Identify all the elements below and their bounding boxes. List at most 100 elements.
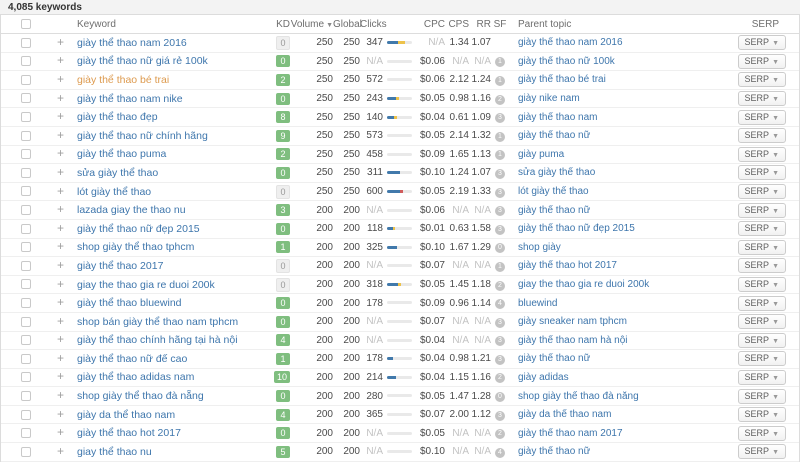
add-keyword-icon[interactable]: +: [57, 164, 65, 179]
column-header-sf[interactable]: SF: [493, 18, 507, 30]
parent-topic-link[interactable]: giày puma: [518, 148, 565, 160]
add-keyword-icon[interactable]: +: [57, 71, 65, 86]
add-keyword-icon[interactable]: +: [57, 127, 65, 142]
row-checkbox[interactable]: [21, 205, 31, 215]
parent-topic-link[interactable]: bluewind: [518, 297, 558, 309]
keyword-link[interactable]: giày thể thao bé trai: [77, 73, 170, 86]
keyword-link[interactable]: giày thể thao nữ chính hãng: [77, 129, 208, 142]
keyword-link[interactable]: giày thể thao nam 2016: [77, 36, 187, 49]
column-header-parent-topic[interactable]: Parent topic: [518, 18, 572, 30]
row-checkbox[interactable]: [21, 37, 31, 48]
column-header-rr[interactable]: RR: [476, 18, 491, 30]
parent-topic-link[interactable]: giày thể thao nam 2016: [518, 37, 623, 49]
row-checkbox[interactable]: [21, 428, 31, 439]
parent-topic-link[interactable]: giày thể thao nam 2017: [518, 427, 623, 439]
parent-topic-link[interactable]: giày da thể thao nam: [518, 409, 612, 421]
add-keyword-icon[interactable]: +: [57, 295, 65, 310]
add-keyword-icon[interactable]: +: [57, 388, 65, 403]
keyword-link[interactable]: giay the thao gia re duoi 200k: [77, 278, 215, 291]
serp-button[interactable]: SERP ▼: [737, 407, 786, 423]
keyword-link[interactable]: giày da thể thao nam: [77, 408, 176, 421]
column-header-volume[interactable]: Volume ▼: [290, 19, 333, 30]
keyword-link[interactable]: shop bán giày thể thao nam tphcm: [77, 315, 239, 328]
serp-button[interactable]: SERP ▼: [737, 35, 786, 51]
add-keyword-icon[interactable]: +: [57, 109, 65, 124]
serp-button[interactable]: SERP ▼: [737, 277, 786, 293]
keyword-link[interactable]: giày thể thao nữ đẹp 2015: [77, 222, 200, 235]
keyword-link[interactable]: sửa giày thể thao: [77, 166, 159, 179]
keyword-link[interactable]: giày thể thao puma: [77, 148, 167, 161]
row-checkbox[interactable]: [21, 56, 31, 67]
parent-topic-link[interactable]: giày thể thao bé trai: [518, 74, 606, 86]
row-checkbox[interactable]: [21, 353, 31, 364]
add-keyword-icon[interactable]: +: [57, 53, 65, 68]
add-keyword-icon[interactable]: +: [57, 425, 65, 440]
keyword-link[interactable]: shop giày thể thao đà nẵng: [77, 390, 204, 403]
serp-button[interactable]: SERP ▼: [737, 425, 786, 441]
serp-button[interactable]: SERP ▼: [737, 388, 786, 404]
parent-topic-link[interactable]: giày thể thao hot 2017: [518, 260, 617, 272]
row-checkbox[interactable]: [21, 260, 31, 271]
keyword-link[interactable]: giày thể thao hot 2017: [77, 427, 181, 440]
row-checkbox[interactable]: [21, 223, 31, 234]
serp-button[interactable]: SERP ▼: [737, 258, 786, 274]
serp-button[interactable]: SERP ▼: [737, 184, 786, 200]
add-keyword-icon[interactable]: +: [57, 220, 65, 235]
parent-topic-link[interactable]: giày thể thao nữ: [518, 204, 591, 216]
select-all-checkbox[interactable]: [21, 18, 31, 29]
row-checkbox[interactable]: [21, 167, 31, 178]
add-keyword-icon[interactable]: +: [57, 146, 65, 161]
parent-topic-link[interactable]: giày thể thao nữ 100k: [518, 55, 615, 67]
serp-button[interactable]: SERP ▼: [737, 221, 786, 237]
serp-button[interactable]: SERP ▼: [737, 91, 786, 107]
serp-button[interactable]: SERP ▼: [737, 146, 786, 162]
add-keyword-icon[interactable]: +: [57, 90, 65, 105]
parent-topic-link[interactable]: sửa giày thể thao: [518, 167, 596, 179]
serp-button[interactable]: SERP ▼: [737, 109, 786, 125]
row-checkbox[interactable]: [21, 186, 31, 197]
row-checkbox[interactable]: [21, 149, 31, 160]
keyword-link[interactable]: giày thể thao đẹp: [77, 111, 158, 124]
keyword-link[interactable]: giày thể thao chính hãng tại hà nội: [77, 334, 238, 347]
add-keyword-icon[interactable]: +: [57, 350, 65, 365]
column-header-kd[interactable]: KD: [276, 18, 290, 30]
add-keyword-icon[interactable]: +: [57, 34, 65, 49]
add-keyword-icon[interactable]: +: [57, 332, 65, 347]
serp-button[interactable]: SERP ▼: [737, 295, 786, 311]
parent-topic-link[interactable]: giày thể thao nam hà nội: [518, 334, 628, 346]
parent-topic-link[interactable]: giay the thao gia re duoi 200k: [518, 279, 650, 291]
serp-button[interactable]: SERP ▼: [737, 444, 786, 460]
column-header-clicks[interactable]: Clicks: [360, 18, 387, 30]
parent-topic-link[interactable]: giày sneaker nam tphcm: [518, 316, 627, 328]
add-keyword-icon[interactable]: +: [57, 239, 65, 254]
serp-button[interactable]: SERP ▼: [737, 314, 786, 330]
parent-topic-link[interactable]: giày nike nam: [518, 93, 580, 105]
add-keyword-icon[interactable]: +: [57, 183, 65, 198]
parent-topic-link[interactable]: giày thể thao nữ: [518, 446, 591, 458]
parent-topic-link[interactable]: giày thể thao nữ: [518, 353, 591, 365]
keyword-link[interactable]: lazada giay the thao nu: [77, 204, 186, 217]
row-checkbox[interactable]: [21, 242, 31, 253]
column-header-cpc[interactable]: CPC: [423, 18, 445, 30]
keyword-link[interactable]: giày thể thao nam nike: [77, 92, 183, 105]
row-checkbox[interactable]: [21, 409, 31, 420]
keyword-link[interactable]: giày thể thao 2017: [77, 259, 164, 272]
row-checkbox[interactable]: [21, 74, 31, 85]
add-keyword-icon[interactable]: +: [57, 202, 65, 217]
keyword-link[interactable]: giày thể thao bluewind: [77, 297, 182, 310]
row-checkbox[interactable]: [21, 93, 31, 104]
keyword-link[interactable]: giày thể thao nữ giá rẻ 100k: [77, 55, 208, 68]
parent-topic-link[interactable]: giày thể thao nữ: [518, 130, 591, 142]
serp-button[interactable]: SERP ▼: [737, 53, 786, 69]
keyword-link[interactable]: shop giày thể thao tphcm: [77, 241, 195, 254]
serp-button[interactable]: SERP ▼: [737, 202, 786, 218]
row-checkbox[interactable]: [21, 279, 31, 290]
row-checkbox[interactable]: [21, 130, 31, 141]
serp-button[interactable]: SERP ▼: [737, 128, 786, 144]
add-keyword-icon[interactable]: +: [57, 406, 65, 421]
column-header-cps[interactable]: CPS: [448, 18, 469, 30]
keyword-link[interactable]: giay thể thao nu: [77, 445, 152, 458]
row-checkbox[interactable]: [21, 390, 31, 401]
column-header-keyword[interactable]: Keyword: [77, 18, 116, 30]
row-checkbox[interactable]: [21, 446, 31, 457]
